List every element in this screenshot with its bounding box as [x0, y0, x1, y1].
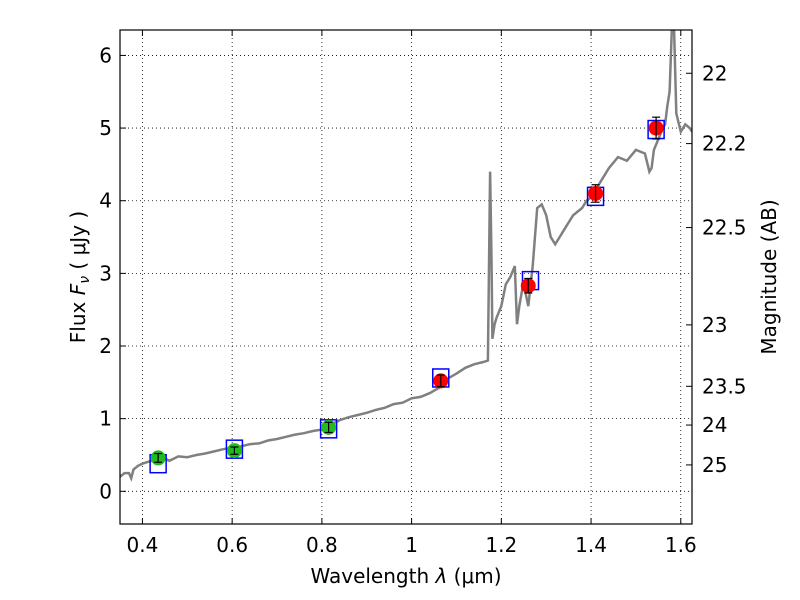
x-tick-label: 1 [405, 533, 418, 557]
tick-marks [120, 30, 692, 524]
y-tick-label: 2 [99, 334, 112, 358]
spectrum-line [120, 30, 692, 483]
y-tick-label: 3 [99, 261, 112, 285]
points-layer [149, 116, 665, 474]
x-tick-label: 0.8 [306, 533, 338, 557]
y-axis-symbol-sub: ν [77, 276, 93, 284]
x-axis-label: Wavelength λ (μm) [310, 564, 501, 588]
model-photometry-square [319, 419, 338, 439]
y-axis-symbol: F [66, 283, 90, 295]
right-tick-label: 22.2 [702, 132, 747, 156]
model-photometry-square [225, 439, 244, 459]
y-tick-label: 4 [99, 189, 112, 213]
x-tick-label: 1.6 [665, 533, 697, 557]
right-tick-label: 23 [702, 313, 727, 337]
plot-frame [119, 29, 693, 525]
right-axis-label: Magnitude (AB) [757, 199, 781, 354]
y-tick-label: 1 [99, 407, 112, 431]
x-tick-label: 0.4 [127, 533, 159, 557]
right-tick-label: 22.5 [702, 216, 747, 240]
right-tick-label: 25 [702, 453, 727, 477]
spectrum-layer [120, 30, 692, 483]
x-tick-label: 1.2 [485, 533, 517, 557]
y-tick-label: 5 [99, 116, 112, 140]
x-tick-label: 0.6 [216, 533, 248, 557]
y-tick-label: 0 [99, 479, 112, 503]
plot-background [120, 30, 692, 524]
y-tick-label: 6 [99, 43, 112, 67]
right-tick-label: 23.5 [702, 374, 747, 398]
right-tick-label: 24 [702, 413, 727, 437]
x-tick-label: 1.4 [575, 533, 607, 557]
x-axis-symbol: λ [434, 564, 447, 588]
right-tick-label: 22 [702, 61, 727, 85]
y-axis-label: Flux Fν ( μJy ) [66, 211, 93, 343]
